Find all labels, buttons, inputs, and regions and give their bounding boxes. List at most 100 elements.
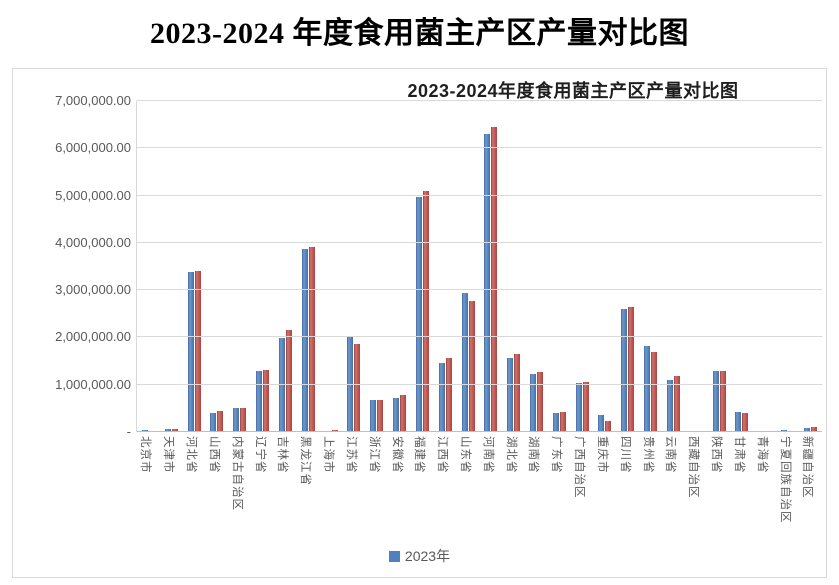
bar-series-container [137,101,822,432]
bar-2023年-黑龙江省 [301,249,308,432]
x-tick-cell: 四川省 [615,432,638,544]
x-tick-label: 广西自治区 [573,436,586,499]
bar-group [365,101,388,432]
x-tick-cell: 重庆市 [593,432,616,544]
x-tick-cell: 陕西省 [707,432,730,544]
bar-group [594,101,617,432]
bar-2024年-山东省 [468,301,475,432]
x-tick-cell: 广西自治区 [570,432,593,544]
x-tick-label: 陕西省 [710,436,723,474]
bar-group [137,101,160,432]
x-tick-cell: 河南省 [478,432,501,544]
x-tick-label: 重庆市 [595,436,608,474]
x-tick-label: 青海省 [755,436,768,474]
y-tick-label: 5,000,000.00 [55,187,131,203]
bar-2024年-甘肃省 [742,413,749,432]
x-tick-cell: 宁夏回族自治区 [775,432,798,544]
bar-2023年-湖南省 [529,374,536,432]
bar-2024年-广东省 [559,412,566,432]
gridline [137,147,822,149]
x-tick-label: 甘肃省 [732,436,745,474]
bar-2023年-广西自治区 [575,383,582,432]
chart-title: 2023-2024年度食用菌主产区产量对比图 [407,81,739,101]
legend-swatch [388,550,400,562]
bar-group [342,101,365,432]
bar-2024年-浙江省 [377,400,384,432]
bar-2023年-浙江省 [370,400,377,432]
x-axis-line [137,431,822,432]
x-tick-label: 吉林省 [276,436,289,474]
bar-2023年-重庆市 [598,415,605,432]
y-tick-label: 6,000,000.00 [55,140,131,156]
x-tick-label: 河南省 [481,436,494,474]
x-tick-cell: 江苏省 [341,432,364,544]
bar-group [548,101,571,432]
x-tick-cell: 吉林省 [273,432,296,544]
bar-group [731,101,754,432]
bar-2023年-福建省 [415,197,422,432]
y-tick-label: 1,000,000.00 [55,376,131,392]
bar-group [479,101,502,432]
bar-2024年-新疆自治区 [810,427,817,432]
bar-2023年-甘肃省 [735,412,742,432]
x-tick-label: 广东省 [550,436,563,474]
x-axis-labels: 北京市 天津市 河北省 山西省 内蒙古自治区 辽宁省 吉林省 黑龙江省 上海市 江苏省 浙江省 安徽省… [136,432,821,544]
x-tick-cell: 青海省 [752,432,775,544]
gridline [137,100,822,101]
x-tick-cell: 福建省 [410,432,433,544]
bar-group [434,101,457,432]
bar-2024年-河南省 [491,127,498,432]
bar-group [502,101,525,432]
x-tick-cell: 浙江省 [364,432,387,544]
x-tick-label: 江苏省 [344,436,357,474]
x-tick-label: 四川省 [618,436,631,474]
x-tick-cell: 湖北省 [501,432,524,544]
x-tick-cell: 山东省 [456,432,479,544]
gridline [137,194,822,196]
bar-2024年-辽宁省 [263,370,270,432]
x-tick-label: 江西省 [436,436,449,474]
x-tick-label: 新疆自治区 [801,436,814,499]
x-tick-label: 浙江省 [367,436,380,474]
x-tick-label: 山东省 [459,436,471,474]
bar-2023年-天津市 [164,429,171,432]
bar-group [457,101,480,432]
x-tick-cell: 北京市 [136,432,159,544]
y-tick-label: - [126,424,131,439]
bar-2023年-山东省 [461,293,468,432]
bar-group [799,101,822,432]
bar-2023年-河南省 [484,134,491,432]
legend: 2023年 [13,546,826,566]
bar-group [685,101,708,432]
x-tick-cell: 江西省 [433,432,456,544]
y-tick-label: 7,000,000.00 [55,93,131,108]
y-tick-label: 3,000,000.00 [55,282,131,298]
chart-card: 2023-2024年度食用菌主产区产量对比图 7,000,000.00 6,000… [12,68,827,578]
bar-2023年-四川省 [621,309,628,432]
bar-2024年-江西省 [445,358,452,432]
x-tick-label: 北京市 [139,436,152,474]
bar-2023年-广东省 [552,413,559,432]
gridline [137,289,822,291]
x-tick-label: 辽宁省 [253,436,266,474]
x-tick-cell: 黑龙江省 [296,432,319,544]
bar-group [753,101,776,432]
bar-2023年-安徽省 [393,398,400,432]
bar-2024年-四川省 [628,307,635,432]
x-tick-label: 黑龙江省 [299,436,312,486]
page-title: 2023-2024 年度食用菌主产区产量对比图 [150,17,689,50]
y-tick-label: 2,000,000.00 [55,329,131,345]
bar-2024年-广西自治区 [582,382,589,432]
x-tick-label: 河北省 [185,436,198,474]
bar-2023年-河北省 [187,272,194,432]
bar-2023年-陕西省 [712,371,719,432]
bar-group [228,101,251,432]
bar-group [320,101,343,432]
bar-2023年-新疆自治区 [803,428,810,432]
x-tick-cell: 安徽省 [387,432,410,544]
x-tick-cell: 甘肃省 [730,432,753,544]
bar-2023年-内蒙古自治区 [233,408,240,432]
x-tick-cell: 河北省 [182,432,205,544]
x-tick-label: 贵州省 [641,436,654,474]
